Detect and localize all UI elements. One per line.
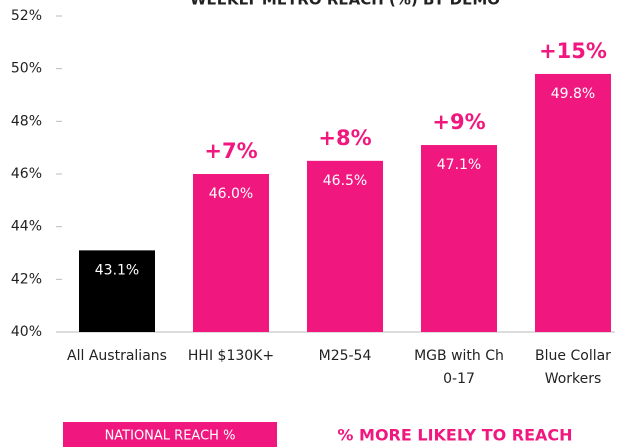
annotation: +15% (539, 39, 607, 63)
bar (307, 160, 383, 332)
annotation: +9% (432, 110, 485, 134)
x-tick-label: MGB with Ch 0-17 (414, 348, 504, 387)
bar (535, 73, 611, 332)
x-tick-label: M25-54 (319, 348, 372, 364)
bar (193, 174, 269, 332)
y-tick-label: 46% (11, 166, 42, 182)
legend-label: NATIONAL REACH % (105, 429, 236, 444)
x-tick-label: HHI $130K+ (188, 348, 274, 364)
value-label: 46.0% (209, 186, 253, 202)
y-tick-label: 44% (11, 219, 42, 235)
value-label: 49.8% (551, 86, 595, 102)
y-tick-label: 48% (11, 113, 42, 129)
bar (79, 250, 155, 332)
annotation: +7% (204, 139, 257, 163)
value-label: 47.1% (437, 157, 481, 173)
y-tick-label: 40% (11, 324, 42, 340)
y-tick-label: 42% (11, 271, 42, 287)
y-tick-label: 52% (11, 8, 42, 24)
legend-swatch (63, 422, 277, 447)
x-tick-label: All Australians (67, 348, 167, 364)
annotation-legend: % MORE LIKELY TO REACH (337, 426, 572, 445)
chart-title: WEEKLY METRO REACH (%) BY DEMO (190, 0, 500, 9)
bar (421, 145, 497, 332)
value-label: 46.5% (323, 173, 367, 189)
value-label: 43.1% (95, 262, 139, 278)
annotation: +8% (318, 126, 371, 150)
y-tick-label: 50% (11, 61, 42, 77)
x-tick-label: Blue Collar Workers (535, 348, 611, 387)
